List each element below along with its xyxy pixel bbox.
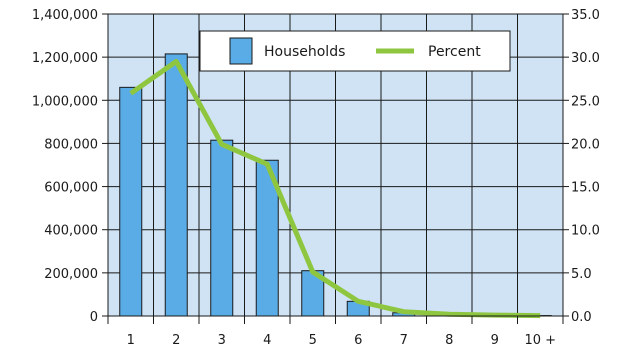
y-right-tick-label: 0.0 bbox=[571, 310, 592, 325]
bar-1 bbox=[119, 86, 143, 317]
legend-percent-label: Percent bbox=[428, 44, 481, 60]
y-right-tick-label: 30.0 bbox=[571, 51, 600, 66]
legend: Households Percent bbox=[199, 30, 511, 72]
y-right-tick-label: 10.0 bbox=[571, 224, 600, 239]
x-tick-label: 9 bbox=[491, 333, 499, 348]
y-left-tick-label: 1,400,000 bbox=[32, 8, 98, 23]
bar-series bbox=[119, 53, 552, 317]
y-right-tick-label: 15.0 bbox=[571, 181, 600, 196]
x-tick-label: 7 bbox=[400, 333, 408, 348]
x-axis-labels: 1 2 3 4 5 6 7 8 9 10 + bbox=[127, 333, 556, 348]
y-right-tick-label: 5.0 bbox=[571, 267, 592, 282]
y-axis-left-labels: 0 200,000 400,000 600,000 800,000 1,000,000 1,… bbox=[32, 8, 98, 325]
x-tick-label: 10 + bbox=[524, 333, 556, 348]
y-left-tick-label: 600,000 bbox=[44, 181, 98, 196]
percent-line bbox=[129, 58, 541, 319]
y-right-tick-label: 25.0 bbox=[571, 94, 600, 109]
x-tick-label: 2 bbox=[172, 333, 180, 348]
x-tick-label: 5 bbox=[309, 333, 317, 348]
y-left-tick-label: 800,000 bbox=[44, 137, 98, 152]
y-left-tick-label: 0 bbox=[90, 310, 98, 325]
x-tick-label: 3 bbox=[218, 333, 226, 348]
bar-2 bbox=[164, 53, 188, 317]
legend-households-label: Households bbox=[264, 44, 345, 60]
y-left-tick-label: 1,200,000 bbox=[32, 51, 98, 66]
x-tick-label: 1 bbox=[127, 333, 135, 348]
bar-3 bbox=[210, 139, 234, 317]
x-tick-label: 8 bbox=[445, 333, 453, 348]
x-tick-label: 4 bbox=[263, 333, 271, 348]
axis-ticks bbox=[102, 13, 569, 324]
y-axis-right-labels: 0.0 5.0 10.0 15.0 20.0 25.0 30.0 35.0 bbox=[571, 8, 600, 325]
y-left-tick-label: 400,000 bbox=[44, 224, 98, 239]
y-left-tick-label: 1,000,000 bbox=[32, 94, 98, 109]
y-right-tick-label: 35.0 bbox=[571, 8, 600, 23]
y-right-tick-label: 20.0 bbox=[571, 137, 600, 152]
y-left-tick-label: 200,000 bbox=[44, 267, 98, 282]
x-tick-label: 6 bbox=[354, 333, 362, 348]
legend-households-swatch bbox=[229, 37, 253, 65]
